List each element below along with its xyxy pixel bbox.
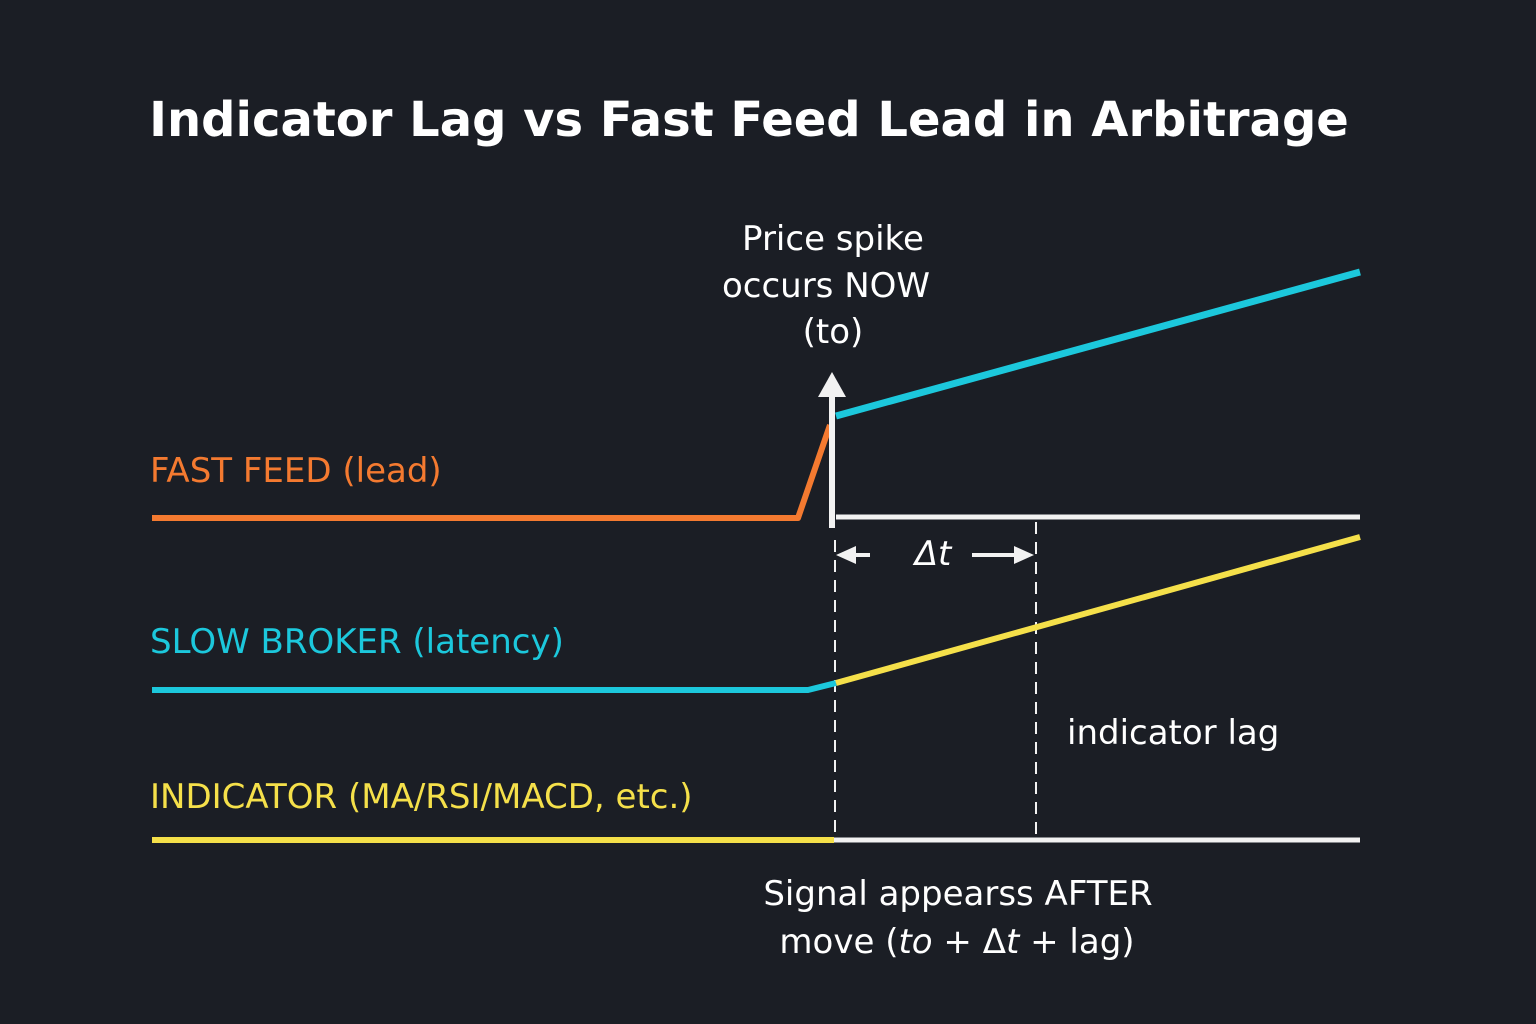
fast-feed-line	[152, 424, 833, 521]
spike-annotation-line1: Price spike	[742, 219, 924, 259]
slow-broker-line	[152, 680, 837, 693]
indicator-lag-label: indicator lag	[1067, 713, 1279, 753]
diagram-title: Indicator Lag vs Fast Feed Lead in Arbit…	[149, 92, 1349, 148]
slow-broker-rising-line	[835, 268, 1361, 420]
delta-right-arrow-icon	[1014, 546, 1034, 564]
spike-annotation-line3: (to)	[803, 312, 864, 352]
spike-annotation-line2: occurs NOW	[722, 266, 930, 306]
indicator-label: INDICATOR (MA/RSI/MACD, etc.)	[150, 777, 693, 817]
signal-annotation-line2: move (to + Δt + lag)	[779, 922, 1134, 962]
slow-broker-label: SLOW BROKER (latency)	[150, 622, 564, 662]
delta-t-label: Δt	[912, 534, 953, 574]
spike-arrow-head-icon	[818, 372, 846, 397]
delta-left-arrow-icon	[836, 546, 856, 564]
fast-feed-label: FAST FEED (lead)	[150, 451, 442, 491]
signal-annotation-line1: Signal appearss AFTER	[763, 874, 1152, 914]
indicator-rising-line	[835, 534, 1361, 686]
